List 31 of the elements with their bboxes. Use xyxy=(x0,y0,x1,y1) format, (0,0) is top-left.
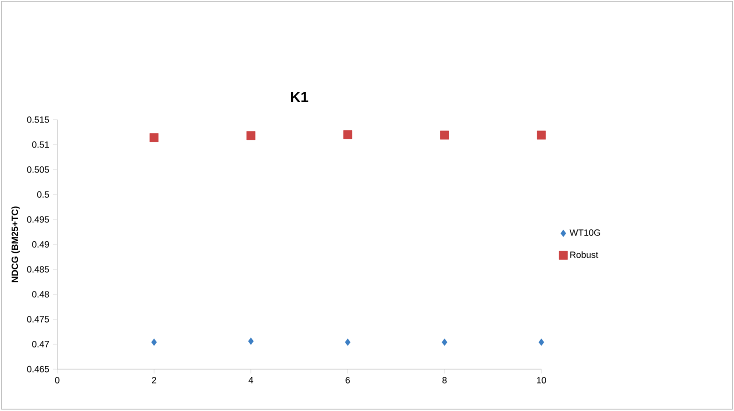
point xyxy=(151,338,157,346)
y-tick-label: 0.485 xyxy=(27,266,50,273)
y-tick-label: 0.51 xyxy=(32,142,49,148)
point xyxy=(440,130,449,140)
y-tick-label: 0.475 xyxy=(27,316,50,323)
y-tick-label: 0.495 xyxy=(27,216,50,223)
point xyxy=(344,338,350,346)
point xyxy=(442,338,448,346)
x-tick-label: 0 xyxy=(55,377,60,384)
y-axis-title: NDCG (BM25+TC) xyxy=(11,206,20,282)
y-tick-label: 0.515 xyxy=(27,116,50,124)
point xyxy=(538,338,544,346)
point xyxy=(248,338,254,345)
legend-label: Robust xyxy=(570,252,598,258)
point xyxy=(536,130,546,140)
point xyxy=(246,131,256,140)
x-tick-label: 2 xyxy=(152,377,156,384)
y-tick-label: 0.465 xyxy=(27,366,50,373)
y-tick-label: 0.48 xyxy=(32,291,49,298)
point xyxy=(343,130,352,140)
y-tick-label: 0.49 xyxy=(32,241,49,248)
x-tick-label: 8 xyxy=(442,377,447,384)
x-tick-label: 6 xyxy=(346,377,350,384)
legend-label: WT10G xyxy=(570,230,600,236)
x-tick-label: 4 xyxy=(248,377,254,384)
x-tick-label: 10 xyxy=(537,377,546,384)
y-tick-label: 0.505 xyxy=(27,166,50,173)
point xyxy=(150,133,158,142)
chart-title: K1 xyxy=(291,92,308,102)
y-tick-label: 0.47 xyxy=(32,341,49,348)
y-tick-label: 0.5 xyxy=(37,191,50,198)
